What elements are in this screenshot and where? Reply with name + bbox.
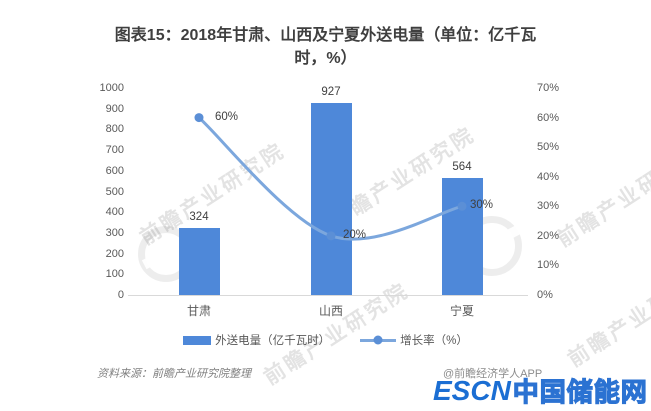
line-point-marker xyxy=(194,113,204,123)
line-point-label: 60% xyxy=(215,110,239,123)
line-point-label: 20% xyxy=(343,228,367,241)
y-axis-tick-label: 500 xyxy=(105,185,124,198)
watermark-text: 前瞻产业研究院 xyxy=(564,260,651,372)
x-axis-category-label: 甘肃 xyxy=(186,304,211,318)
bar-value-label: 324 xyxy=(189,210,209,223)
escn-logo: ESCN 中国储能网 xyxy=(433,375,648,407)
secondary-axis-tick-label: 50% xyxy=(537,141,560,154)
credit-text: @前瞻经济学人APP xyxy=(443,368,543,380)
y-axis-tick-label: 600 xyxy=(105,164,124,177)
y-axis-tick-label: 400 xyxy=(105,206,124,219)
bar-甘肃 xyxy=(178,227,220,295)
line-point-label: 30% xyxy=(470,199,494,212)
bar-value-label: 927 xyxy=(321,86,341,99)
secondary-axis-tick-label: 30% xyxy=(537,200,560,213)
legend-item-bar-series: 外送电量（亿千瓦时） xyxy=(183,332,330,348)
line-series-swatch-icon xyxy=(360,335,397,345)
y-axis-tick-label: 800 xyxy=(105,123,124,136)
y-axis-tick-label: 0 xyxy=(117,289,124,301)
legend-label-bar-series: 外送电量（亿千瓦时） xyxy=(215,335,331,347)
y-axis-tick-label: 200 xyxy=(105,247,124,260)
secondary-axis-tick-label: 20% xyxy=(537,229,560,242)
legend-label-line-series: 增长率（%） xyxy=(400,335,468,347)
x-axis-category-label: 宁夏 xyxy=(449,304,474,318)
secondary-axis-tick-label: 40% xyxy=(537,170,560,183)
x-axis-line xyxy=(128,295,528,296)
bar-山西 xyxy=(310,103,352,295)
bar-series-swatch-icon xyxy=(183,335,212,345)
secondary-axis-tick-label: 0% xyxy=(537,289,553,301)
x-axis-category-label: 山西 xyxy=(318,304,343,318)
chart-title: 图表15：2018年甘肃、山西及宁夏外送电量（单位：亿千瓦时，%） xyxy=(114,27,537,68)
escn-site-name: 中国储能网 xyxy=(512,377,648,407)
y-axis-tick-label: 300 xyxy=(105,226,124,239)
escn-logo-text: ESCN xyxy=(433,375,511,406)
y-axis-tick-label: 700 xyxy=(105,144,124,157)
secondary-axis-tick-label: 60% xyxy=(537,111,560,124)
source-note: 资料来源：前瞻产业研究院整理 xyxy=(97,368,251,380)
secondary-axis-tick-label: 10% xyxy=(537,259,560,272)
bar-宁夏 xyxy=(441,178,483,295)
legend-item-line-series: 增长率（%） xyxy=(360,332,468,348)
chart-legend: 外送电量（亿千瓦时） 增长率（%） xyxy=(0,332,651,348)
y-axis-tick-label: 900 xyxy=(105,102,124,115)
secondary-axis-tick-label: 70% xyxy=(537,82,560,94)
bar-value-label: 564 xyxy=(452,161,472,174)
line-marker-icon xyxy=(373,335,383,345)
watermark-text: 前瞻产业研究院 xyxy=(553,140,651,252)
y-axis-tick-label: 1000 xyxy=(99,82,124,94)
y-axis-tick-label: 100 xyxy=(105,268,124,281)
